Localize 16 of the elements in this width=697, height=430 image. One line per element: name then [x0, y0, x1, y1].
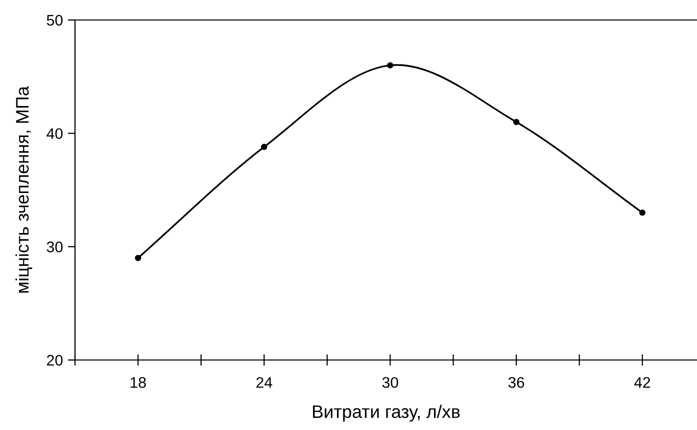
point [387, 62, 394, 68]
x-tick-label: 36 [508, 377, 524, 388]
y-tick-label: 50 [46, 14, 63, 26]
x-axis-title: Витрати газу, л/хв [313, 404, 460, 422]
x-tick-label: 24 [256, 377, 272, 388]
y-axis-title: міцність зчеплення, МПа [15, 86, 32, 293]
x-tick-label: 30 [382, 377, 398, 388]
point [134, 254, 142, 262]
x-tick-label: 18 [130, 377, 146, 388]
point [513, 118, 520, 126]
x-tick-label: 42 [634, 377, 650, 388]
point [639, 210, 646, 216]
point [260, 144, 268, 150]
y-tick-label: 40 [46, 128, 63, 140]
y-tick-label: 30 [46, 242, 63, 252]
y-tick-label: 20 [46, 354, 63, 366]
